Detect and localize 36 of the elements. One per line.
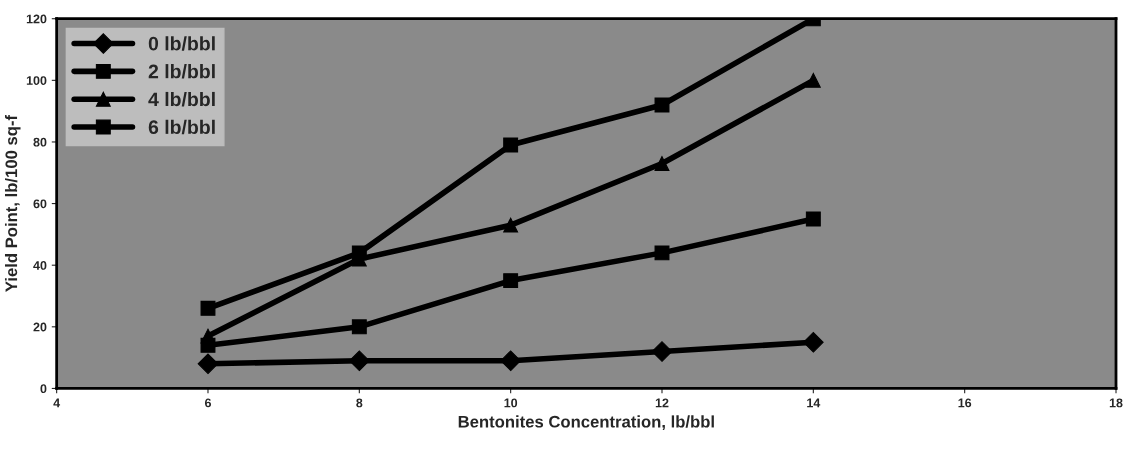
point xyxy=(805,211,821,227)
x-tick-label: 6 xyxy=(204,398,212,408)
point xyxy=(351,245,367,261)
y-tick-label: 100 xyxy=(26,76,47,85)
point xyxy=(351,319,367,335)
point xyxy=(503,273,519,289)
x-tick-label: 10 xyxy=(504,398,518,408)
x-tick-label: 14 xyxy=(807,398,821,408)
point xyxy=(654,245,670,261)
x-tick-label: 4 xyxy=(53,398,61,408)
point xyxy=(654,156,670,171)
y-tick-label: 40 xyxy=(33,261,47,270)
y-tick-label: 80 xyxy=(33,137,47,147)
point xyxy=(503,137,519,153)
point xyxy=(348,350,370,372)
x-tick-label: 12 xyxy=(655,398,669,408)
point xyxy=(197,353,219,375)
legend-label: 2 lb/bbl xyxy=(148,64,215,79)
y-tick-label: 120 xyxy=(26,14,47,24)
y-tick-label: 20 xyxy=(33,322,47,332)
y-tick-label: 0 xyxy=(40,384,47,394)
point xyxy=(503,217,519,233)
point xyxy=(802,331,824,353)
x-tick-label: 8 xyxy=(356,398,363,408)
y-axis-title: Yield Point, lb/100 sq-f xyxy=(4,114,21,292)
point xyxy=(651,341,673,362)
legend-label: 0 lb/bbl xyxy=(148,36,215,51)
point xyxy=(500,350,521,372)
x-tick-label: 18 xyxy=(1109,398,1123,408)
legend-label: 6 lb/bbl xyxy=(148,119,215,135)
point xyxy=(200,300,216,316)
x-axis-title: Bentonites Concentration, lb/bbl xyxy=(458,415,714,431)
point xyxy=(805,72,821,88)
y-tick-label: 60 xyxy=(33,199,47,209)
x-tick-label: 16 xyxy=(958,398,972,408)
legend-label: 4 lb/bbl xyxy=(148,91,215,107)
